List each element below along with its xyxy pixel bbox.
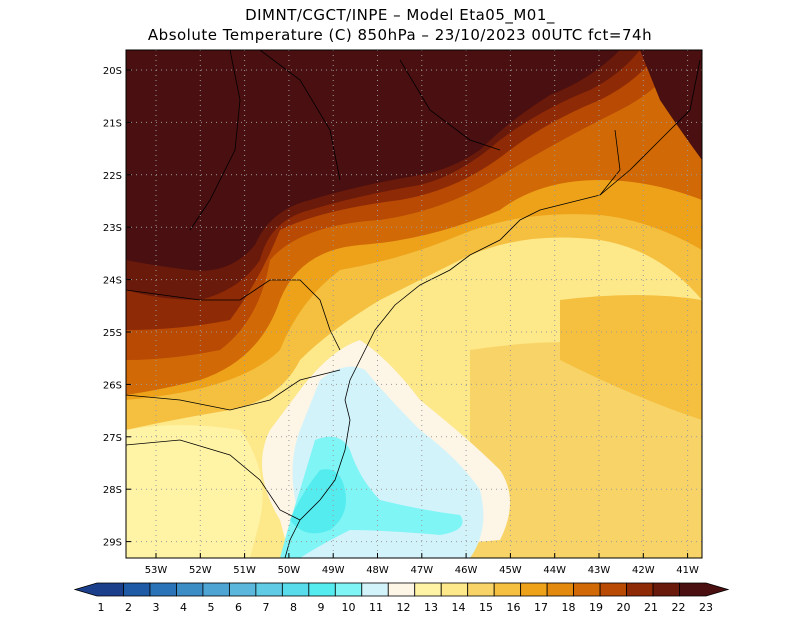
colorbar-label: 18 <box>562 601 576 614</box>
colorbar-label: 19 <box>589 601 603 614</box>
lat-label: 29S <box>103 538 122 549</box>
colorbar-segment <box>520 582 548 597</box>
lon-label: 41W <box>676 565 699 576</box>
colorbar-segment <box>573 582 601 597</box>
latitude-labels: 20S 21S 22S 23S 24S 25S 26S 27S 28S 29S <box>103 66 131 549</box>
colorbar-segment <box>255 582 283 597</box>
colorbar-segment <box>73 582 124 597</box>
colorbar-segment <box>493 582 522 597</box>
lon-label: 48W <box>366 565 389 576</box>
colorbar-segment <box>414 582 442 597</box>
colorbar-segment <box>440 582 469 597</box>
colorbar-segment <box>176 582 204 597</box>
colorbar-label: 3 <box>153 601 160 614</box>
lat-label: 28S <box>103 485 122 496</box>
lat-label: 24S <box>103 276 122 287</box>
coastlines <box>126 50 701 558</box>
colorbar-label: 16 <box>507 601 521 614</box>
colorbar-label: 8 <box>290 601 297 614</box>
colorbar-segment <box>308 582 336 597</box>
lon-label: 46W <box>455 565 478 576</box>
colorbar-label: 17 <box>534 601 548 614</box>
colorbar-label: 23 <box>699 601 713 614</box>
colorbar-label: 14 <box>452 601 466 614</box>
colorbar-label: 4 <box>180 601 187 614</box>
lon-label: 50W <box>278 565 301 576</box>
lon-label: 51W <box>233 565 256 576</box>
colorbar-segment <box>679 582 730 597</box>
colorbar-label: 5 <box>208 601 215 614</box>
lon-label: 47W <box>410 565 433 576</box>
colorbar-segment <box>599 582 627 597</box>
lat-label: 20S <box>103 66 122 77</box>
colorbar-label: 1 <box>98 601 105 614</box>
colorbar-label: 22 <box>672 601 686 614</box>
lat-label: 26S <box>103 380 122 391</box>
map-frame <box>125 49 703 559</box>
lon-label: 42W <box>632 565 655 576</box>
colorbar-label: 10 <box>342 601 356 614</box>
colorbar-segment <box>361 582 389 597</box>
lat-label: 21S <box>103 118 122 129</box>
colorbar-label: 6 <box>235 601 242 614</box>
colorbar-label: 9 <box>318 601 325 614</box>
longitude-labels: 53W 52W 51W 50W 49W 48W 47W 46W 45W 44W 43W 42W 41W <box>145 553 699 576</box>
colorbar-segment <box>149 582 177 597</box>
colorbar-label: 2 <box>125 601 132 614</box>
colorbar-segment <box>652 582 680 597</box>
colorbar-segment <box>387 582 416 597</box>
lon-label: 43W <box>588 565 611 576</box>
lat-label: 27S <box>103 433 122 444</box>
lat-label: 25S <box>103 328 122 339</box>
colorbar-segment <box>281 582 310 597</box>
colorbar-segment <box>123 582 151 597</box>
colorbar-label: 12 <box>397 601 411 614</box>
grid-lines <box>126 50 702 558</box>
temperature-field <box>126 50 702 558</box>
colorbar-label: 11 <box>369 601 383 614</box>
lon-label: 45W <box>499 565 522 576</box>
lat-label: 22S <box>103 171 122 182</box>
title-line-2: Absolute Temperature (C) 850hPa – 23/10/… <box>147 26 653 44</box>
colorbar-label: 20 <box>617 601 631 614</box>
title-line-1: DIMNT/CGCT/INPE – Model Eta05_M01_ <box>245 6 555 24</box>
colorbar-segment <box>334 582 363 597</box>
lon-label: 49W <box>322 565 345 576</box>
lon-label: 52W <box>189 565 212 576</box>
lon-label: 44W <box>543 565 566 576</box>
colorbar-label: 21 <box>644 601 658 614</box>
colorbar-label: 15 <box>479 601 493 614</box>
colorbar: 1 2 3 4 5 6 7 8 9 10 11 12 13 14 15 16 17 18 19 20 21 22 23 <box>73 582 730 614</box>
colorbar-segment <box>228 582 257 597</box>
lon-label: 53W <box>145 565 168 576</box>
colorbar-segment <box>467 582 495 597</box>
colorbar-segment <box>202 582 230 597</box>
colorbar-segment <box>626 582 654 597</box>
lat-label: 23S <box>103 223 122 234</box>
colorbar-label: 7 <box>263 601 270 614</box>
colorbar-label: 13 <box>424 601 438 614</box>
colorbar-segment <box>546 582 575 597</box>
